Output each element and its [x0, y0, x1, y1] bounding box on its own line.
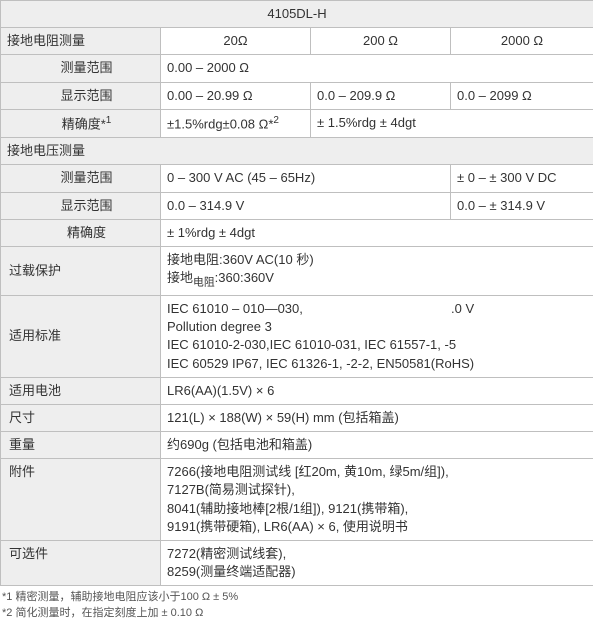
volt-accuracy-value: ± 1%rdg ± 4dgt [161, 219, 593, 246]
res-measure-range-label: 测量范围 [1, 55, 161, 82]
options-row: 可选件 7272(精密测试线套), 8259(测量终端适配器) [1, 541, 593, 586]
volt-accuracy-label: 精确度 [1, 219, 161, 246]
range-200: 200 Ω [311, 28, 451, 55]
res-display-200: 0.0 – 209.9 Ω [311, 82, 451, 109]
dimensions-label: 尺寸 [1, 404, 161, 431]
volt-display-dc: 0.0 – ± 314.9 V [451, 192, 593, 219]
volt-accuracy-row: 精确度 ± 1%rdg ± 4dgt [1, 219, 593, 246]
volt-measure-range-row: 测量范围 0 – 300 V AC (45 – 65Hz) ± 0 – ± 30… [1, 165, 593, 192]
volt-measure-ac: 0 – 300 V AC (45 – 65Hz) [161, 165, 451, 192]
res-accuracy-label: 精确度*1 [1, 109, 161, 138]
dimensions-value: 121(L) × 188(W) × 59(H) mm (包括箱盖) [161, 404, 593, 431]
standards-label: 适用标准 [1, 295, 161, 377]
battery-row: 适用电池 LR6(AA)(1.5V) × 6 [1, 377, 593, 404]
overload-label: 过载保护 [1, 247, 161, 296]
res-measure-range-value: 0.00 – 2000 Ω [161, 55, 593, 82]
weight-value: 约690g (包括电池和箱盖) [161, 432, 593, 459]
weight-label: 重量 [1, 432, 161, 459]
overload-line1: 接地电阻:360V AC(10 秒) [167, 252, 314, 267]
res-display-20: 0.00 – 20.99 Ω [161, 82, 311, 109]
volt-display-range-label: 显示范围 [1, 192, 161, 219]
volt-measure-dc: ± 0 – ± 300 V DC [451, 165, 593, 192]
standards-line2: Pollution degree 3 [167, 319, 272, 334]
standards-value: IEC 61010 – 010—030, .0 V Pollution degr… [161, 295, 593, 377]
options-label: 可选件 [1, 541, 161, 586]
standards-line4: IEC 60529 IP67, IEC 61326-1, -2-2, EN505… [167, 356, 474, 371]
spec-table: 4105DL-H 接地电阻测量 20Ω 200 Ω 2000 Ω 测量范围 0.… [0, 0, 593, 586]
standards-row: 适用标准 IEC 61010 – 010—030, .0 V Pollution… [1, 295, 593, 377]
options-value: 7272(精密测试线套), 8259(测量终端适配器) [161, 541, 593, 586]
footnote-1: *1 精密测量，辅助接地电阻应该小于100 Ω ± 5% [2, 590, 591, 605]
overload-row: 过载保护 接地电阻:360V AC(10 秒) 接地电阻:360:360V [1, 247, 593, 296]
overload-line2: 接地电阻:360:360V [167, 270, 274, 285]
accessories-line1: 7266(接地电阻测试线 [红20m, 黄10m, 绿5m/组]), [167, 464, 449, 479]
accessories-value: 7266(接地电阻测试线 [红20m, 黄10m, 绿5m/组]), 7127B… [161, 459, 593, 541]
volt-measure-range-label: 测量范围 [1, 165, 161, 192]
res-display-2000: 0.0 – 2099 Ω [451, 82, 593, 109]
standards-line3: IEC 61010-2-030,IEC 61010-031, IEC 61557… [167, 337, 456, 352]
accessories-row: 附件 7266(接地电阻测试线 [红20m, 黄10m, 绿5m/组]), 71… [1, 459, 593, 541]
range-2000: 2000 Ω [451, 28, 593, 55]
weight-row: 重量 约690g (包括电池和箱盖) [1, 432, 593, 459]
voltage-header-row: 接地电压测量 [1, 138, 593, 165]
range-20: 20Ω [161, 28, 311, 55]
title-row: 4105DL-H [1, 1, 593, 28]
accessories-label: 附件 [1, 459, 161, 541]
accessories-line4: 9191(携带硬箱), LR6(AA) × 6, 使用说明书 [167, 519, 408, 534]
accessories-line3: 8041(辅助接地棒[2根/1组]), 9121(携带箱), [167, 501, 408, 516]
battery-value: LR6(AA)(1.5V) × 6 [161, 377, 593, 404]
resistance-header-row: 接地电阻测量 20Ω 200 Ω 2000 Ω [1, 28, 593, 55]
res-accuracy-row: 精确度*1 ±1.5%rdg±0.08 Ω*2 ± 1.5%rdg ± 4dgt [1, 109, 593, 138]
volt-display-ac: 0.0 – 314.9 V [161, 192, 451, 219]
dimensions-row: 尺寸 121(L) × 188(W) × 59(H) mm (包括箱盖) [1, 404, 593, 431]
res-display-range-label: 显示范围 [1, 82, 161, 109]
res-accuracy-20: ±1.5%rdg±0.08 Ω*2 [161, 109, 311, 138]
options-line2: 8259(测量终端适配器) [167, 564, 296, 579]
footnotes: *1 精密测量，辅助接地电阻应该小于100 Ω ± 5% *2 简化测量时，在指… [0, 586, 593, 621]
model-title: 4105DL-H [1, 1, 593, 28]
options-line1: 7272(精密测试线套), [167, 546, 286, 561]
res-measure-range-row: 测量范围 0.00 – 2000 Ω [1, 55, 593, 82]
volt-display-range-row: 显示范围 0.0 – 314.9 V 0.0 – ± 314.9 V [1, 192, 593, 219]
overload-value: 接地电阻:360V AC(10 秒) 接地电阻:360:360V [161, 247, 593, 296]
standards-line1: IEC 61010 – 010—030, .0 V [167, 301, 474, 316]
accessories-line2: 7127B(简易测试探针), [167, 482, 295, 497]
resistance-header: 接地电阻测量 [1, 28, 161, 55]
res-display-range-row: 显示范围 0.00 – 20.99 Ω 0.0 – 209.9 Ω 0.0 – … [1, 82, 593, 109]
voltage-header: 接地电压测量 [1, 138, 593, 165]
battery-label: 适用电池 [1, 377, 161, 404]
res-accuracy-rest: ± 1.5%rdg ± 4dgt [311, 109, 593, 138]
footnote-2: *2 简化测量时，在指定刻度上加 ± 0.10 Ω [2, 606, 591, 621]
